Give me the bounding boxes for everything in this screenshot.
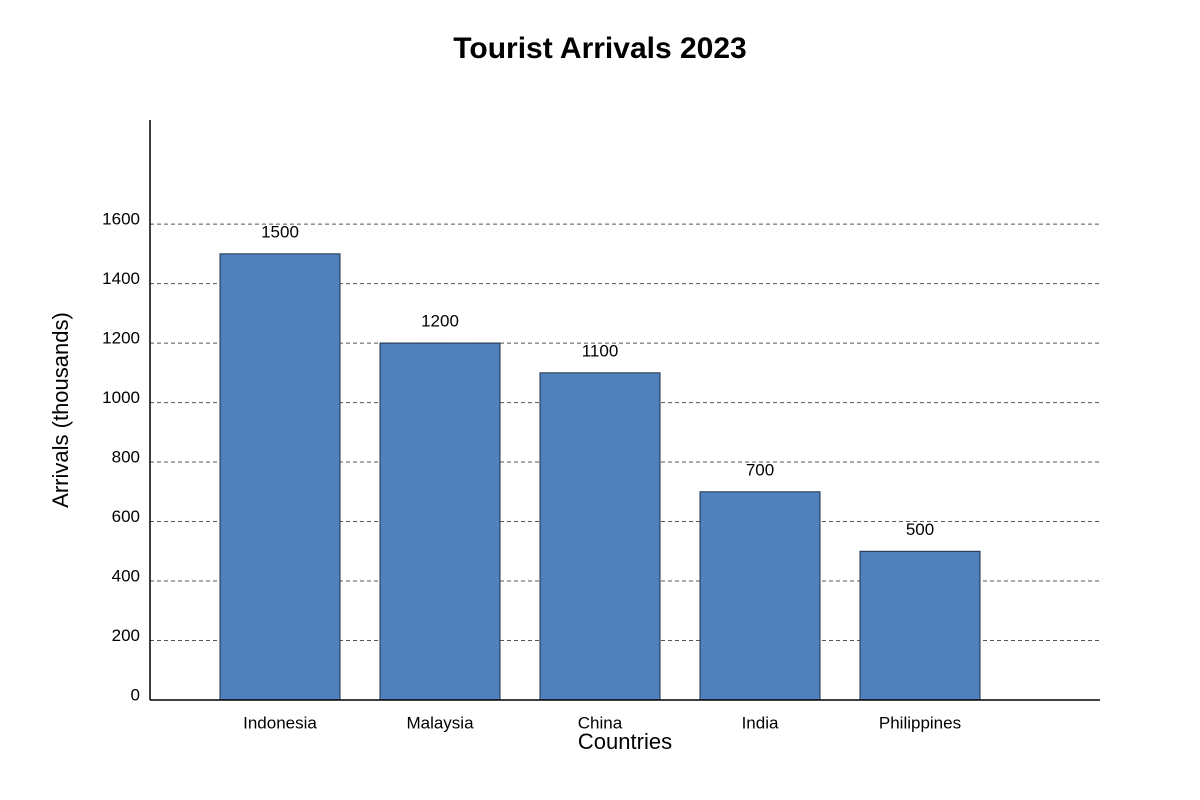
x-tick-label: Indonesia [243, 713, 317, 732]
x-tick-label: India [742, 713, 779, 732]
bar [539, 372, 661, 701]
x-tick-label: China [578, 713, 623, 732]
y-tick-label: 1400 [102, 269, 140, 288]
x-axis-label: Countries [578, 729, 672, 754]
y-axis-label: Arrivals (thousands) [48, 312, 73, 508]
value-label: 1500 [261, 222, 299, 241]
y-tick-label: 0 [131, 685, 140, 704]
bar [219, 253, 341, 701]
value-label: 1200 [421, 312, 459, 331]
bar [699, 491, 821, 701]
y-tick-label: 1000 [102, 388, 140, 407]
value-label: 700 [746, 460, 774, 479]
x-tick-label: Malaysia [406, 713, 474, 732]
x-tick-label: Philippines [879, 713, 961, 732]
y-tick-label: 800 [112, 448, 140, 467]
y-tick-label: 1200 [102, 329, 140, 348]
y-tick-label: 200 [112, 626, 140, 645]
value-label: 1100 [582, 341, 619, 360]
y-tick-label: 400 [112, 567, 140, 586]
value-label: 500 [906, 520, 934, 539]
bar [859, 550, 981, 701]
chart-title: Tourist Arrivals 2023 [453, 32, 746, 65]
bar [379, 342, 501, 701]
y-tick-label: 1600 [102, 210, 140, 229]
y-tick-label: 600 [112, 507, 140, 526]
